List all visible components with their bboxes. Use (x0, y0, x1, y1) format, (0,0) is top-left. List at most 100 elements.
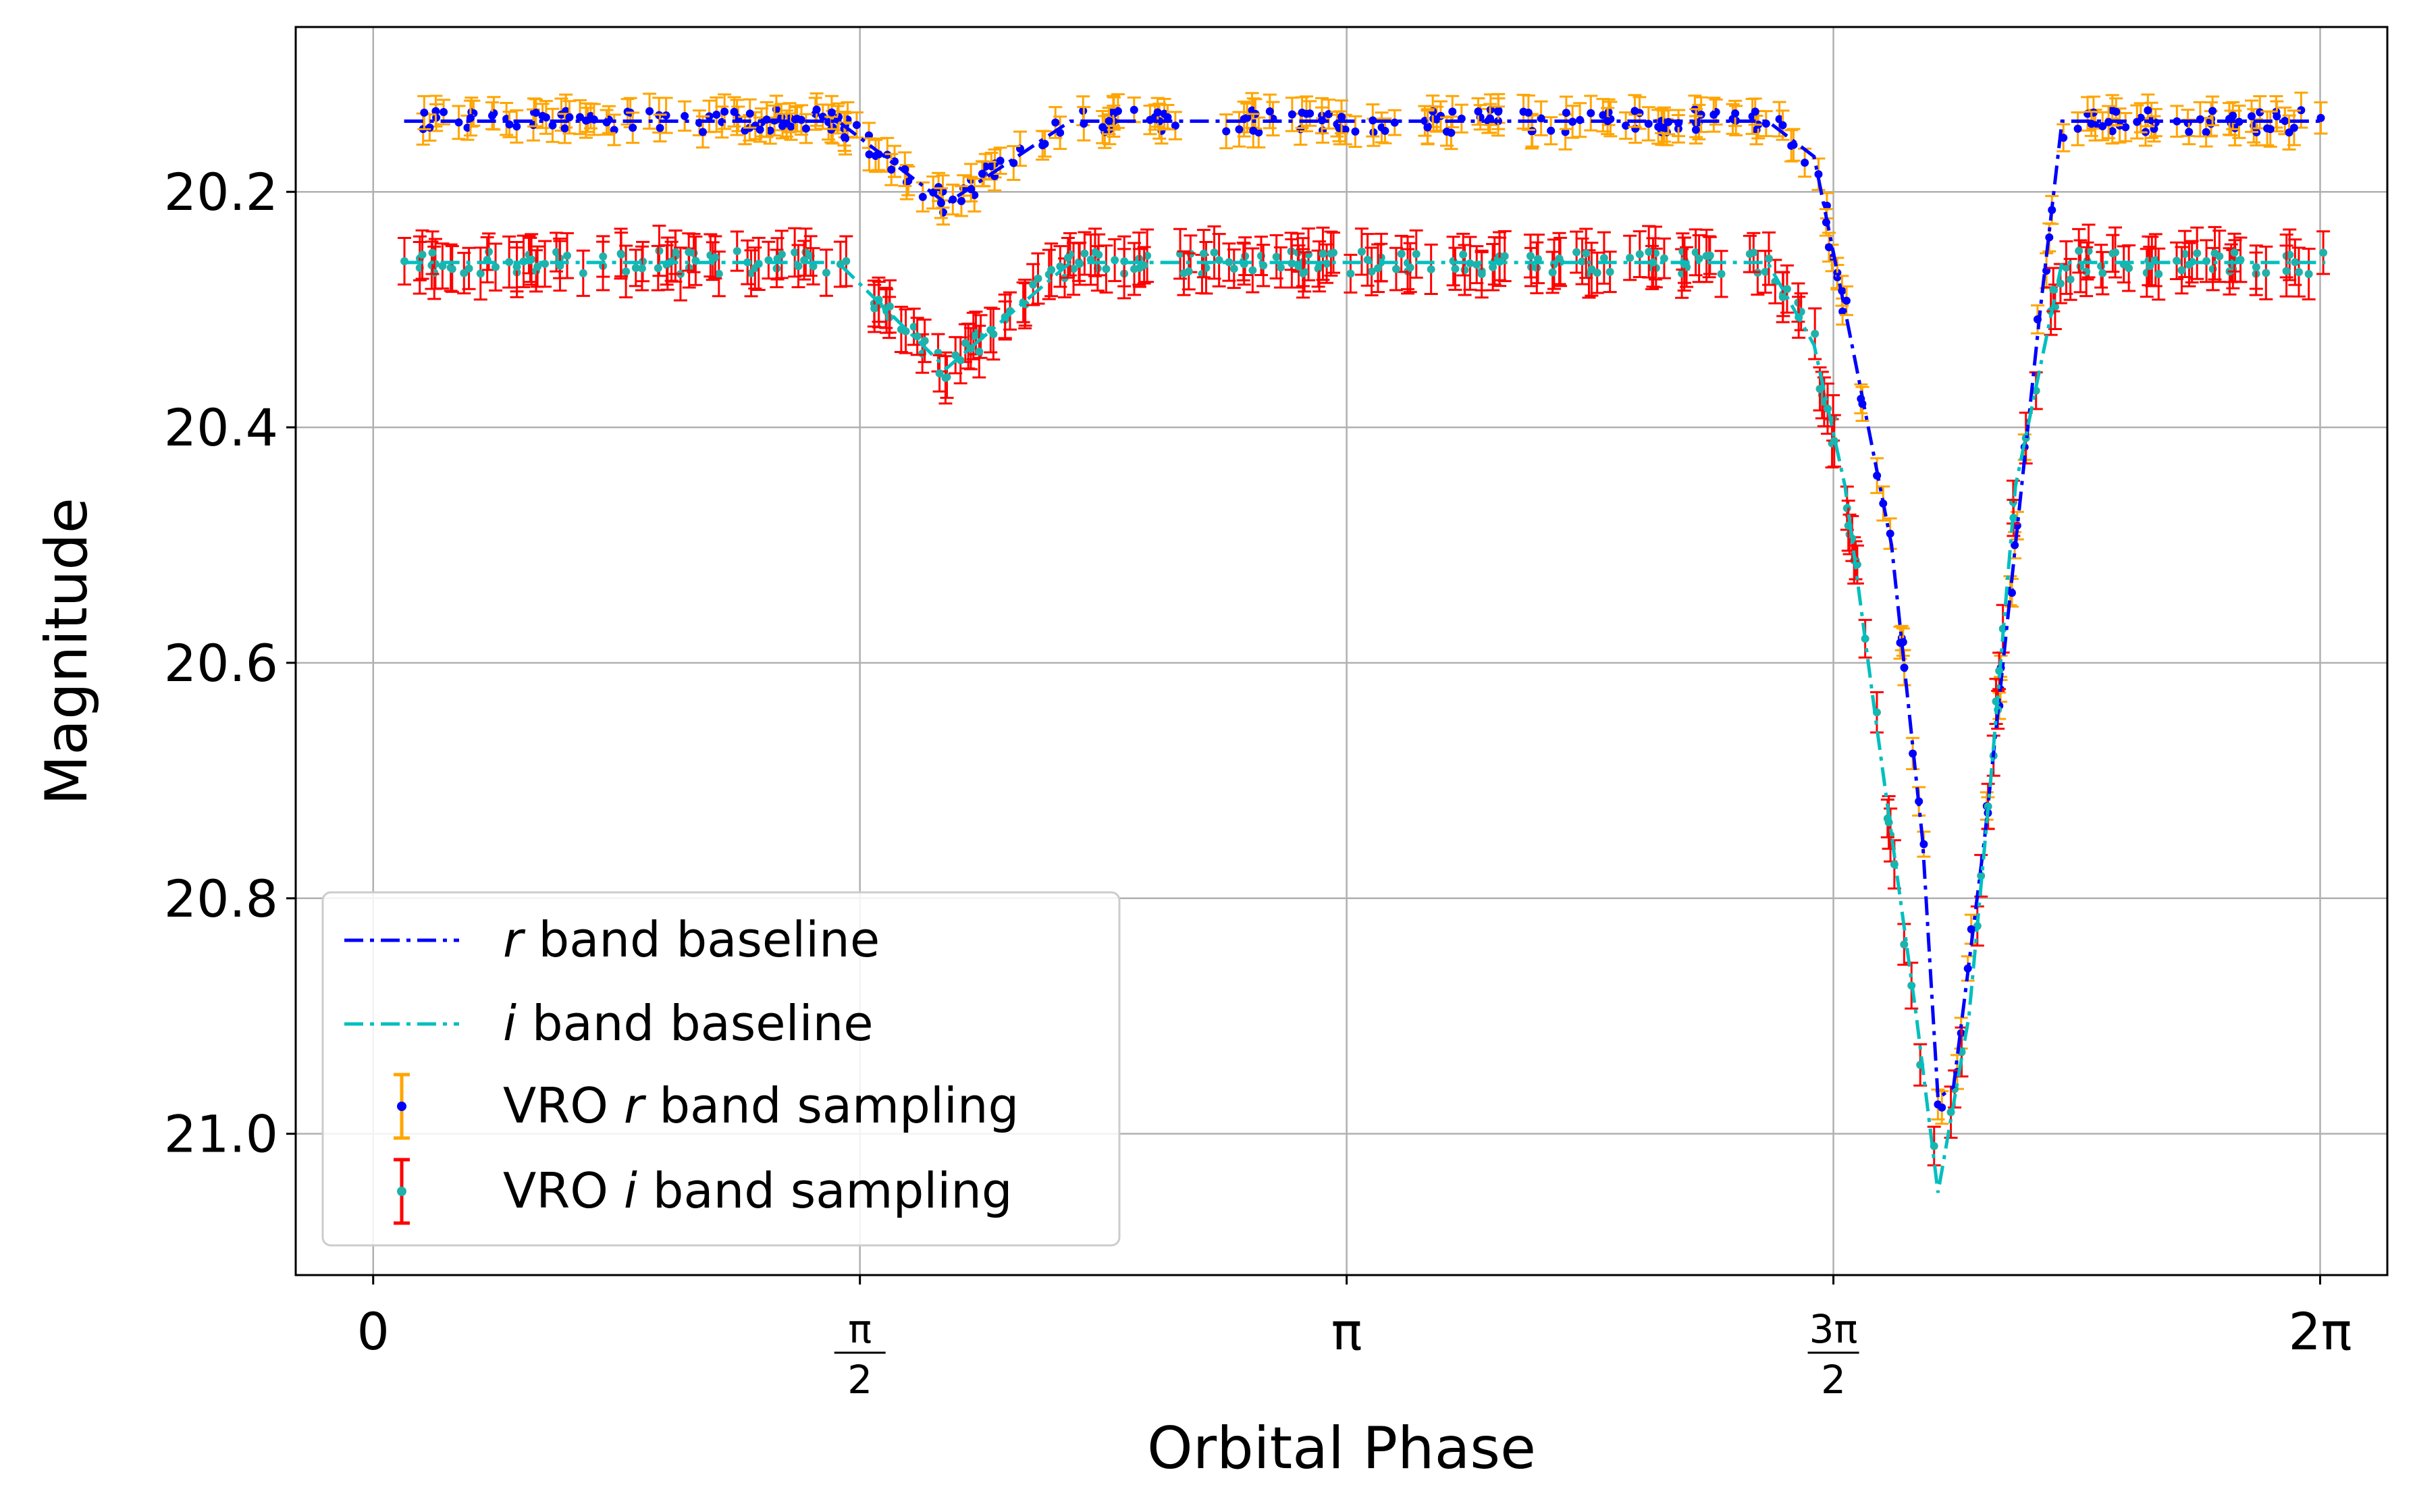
data-point (1306, 109, 1315, 118)
data-point (552, 248, 561, 256)
data-point (827, 108, 836, 117)
data-point (840, 133, 849, 142)
data-point (818, 112, 827, 121)
data-point (1555, 254, 1564, 263)
data-point (1337, 113, 1346, 122)
data-point (766, 126, 774, 135)
data-point (2062, 263, 2071, 272)
legend-box (321, 891, 1121, 1247)
data-point (1660, 254, 1668, 263)
data-point (2210, 249, 2219, 258)
data-point (2108, 249, 2117, 258)
data-point (909, 323, 918, 331)
data-point (1789, 140, 1798, 149)
data-point (791, 248, 799, 256)
data-point (1215, 256, 1223, 265)
data-point (1751, 107, 1759, 116)
data-point (852, 121, 861, 130)
data-point (637, 264, 646, 273)
data-point (996, 157, 1005, 165)
data-point (1811, 329, 1820, 338)
data-point (1153, 108, 1162, 117)
data-point (2097, 262, 2106, 271)
data-point (1222, 127, 1231, 136)
data-point (1630, 107, 1639, 115)
data-point (2098, 122, 2107, 130)
data-point (1709, 110, 1718, 119)
data-point (418, 250, 427, 259)
data-point (425, 123, 434, 132)
legend-i-sampling-marker (394, 1158, 410, 1225)
data-point (981, 162, 990, 171)
data-point (1130, 105, 1138, 114)
data-point (681, 111, 689, 120)
data-point (1938, 1103, 1946, 1112)
data-point (870, 304, 879, 313)
data-point (538, 111, 547, 120)
data-point (476, 269, 485, 278)
data-point (2319, 248, 2328, 257)
data-point (1587, 109, 1595, 117)
data-point (2285, 128, 2293, 137)
data-point (1038, 141, 1047, 150)
data-point (1298, 108, 1306, 117)
y-tick-label: 20.2 (164, 162, 278, 222)
data-point (1801, 159, 1809, 167)
data-point (961, 339, 970, 348)
data-point (901, 327, 910, 335)
data-point (1090, 248, 1099, 256)
data-point (733, 247, 741, 256)
data-point (1397, 250, 1406, 259)
data-point (1179, 269, 1188, 277)
x-axis-title: Orbital Phase (1147, 1415, 1536, 1482)
data-point (2297, 106, 2306, 115)
data-point (1315, 262, 1324, 271)
data-point (2208, 107, 2217, 115)
data-point (1622, 122, 1630, 130)
data-point (1489, 263, 1497, 271)
data-point (485, 247, 494, 256)
data-point (2282, 267, 2291, 275)
data-point (2154, 270, 2163, 279)
data-point (913, 332, 922, 341)
data-point (655, 246, 664, 255)
data-point (631, 263, 640, 272)
data-point (563, 251, 572, 260)
data-point (975, 347, 984, 356)
y-tick-label: 20.4 (164, 398, 278, 458)
data-point (2125, 264, 2133, 273)
data-point (617, 250, 626, 259)
data-point (1572, 248, 1581, 256)
data-point (1900, 940, 1909, 949)
data-point (720, 107, 729, 116)
data-point (1098, 123, 1107, 132)
data-point (1442, 127, 1451, 136)
data-point (1406, 263, 1414, 272)
data-point (685, 248, 693, 256)
data-point (505, 120, 514, 129)
data-point (2262, 269, 2271, 277)
data-point (2082, 267, 2091, 276)
data-point (1678, 247, 1687, 256)
data-point (812, 105, 821, 114)
legend-r-sampling-marker (394, 1073, 410, 1140)
data-point (629, 124, 637, 132)
data-point (2173, 117, 2181, 126)
data-point (865, 150, 874, 159)
data-point (1351, 127, 1360, 136)
data-point (2294, 268, 2303, 277)
data-point (448, 265, 456, 273)
data-point (548, 121, 557, 130)
data-point (1299, 269, 1308, 277)
r-baseline-line (404, 119, 2326, 1102)
data-point (1474, 107, 1483, 116)
data-point (671, 248, 680, 256)
data-point (1782, 285, 1791, 294)
data-point (987, 162, 996, 171)
data-point (918, 192, 927, 201)
data-point (1547, 126, 1556, 135)
data-point (2263, 124, 2272, 133)
data-point (1548, 268, 1557, 277)
data-point (920, 336, 929, 345)
data-point (2098, 269, 2107, 277)
